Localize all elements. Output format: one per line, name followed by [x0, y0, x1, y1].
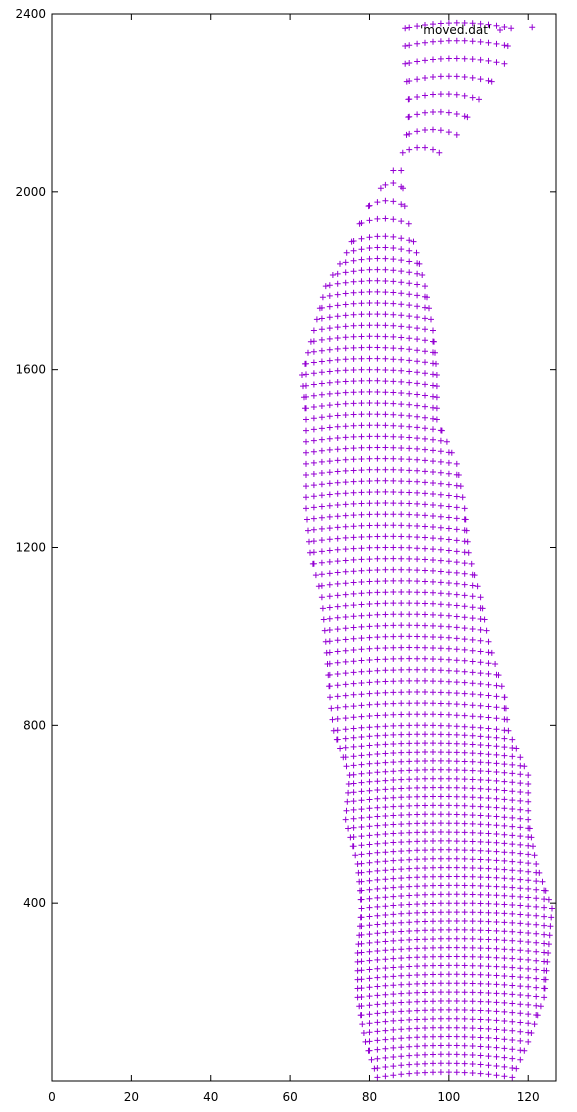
scatter-markers — [299, 19, 555, 1081]
y-tick-label: 1600 — [15, 363, 46, 377]
y-tick-label: 400 — [23, 896, 46, 910]
x-tick-label: 40 — [203, 1090, 218, 1104]
x-tick-label: 0 — [48, 1090, 56, 1104]
x-tick-label: 80 — [362, 1090, 377, 1104]
legend-marker — [497, 27, 503, 33]
legend: 'moved.dat' — [420, 23, 503, 37]
legend-label: 'moved.dat' — [420, 23, 491, 37]
axis-ticks: 0 20 40 60 80 100 120 400 800 1200 1600 2000 2400 — [15, 7, 556, 1104]
y-tick-label: 800 — [23, 718, 46, 732]
scatter-points — [299, 19, 555, 1081]
x-tick-label: 60 — [282, 1090, 297, 1104]
x-tick-label: 100 — [437, 1090, 460, 1104]
y-tick-label: 2000 — [15, 185, 46, 199]
y-tick-label: 2400 — [15, 7, 46, 21]
x-tick-label: 20 — [124, 1090, 139, 1104]
y-tick-label: 1200 — [15, 541, 46, 555]
x-tick-label: 120 — [517, 1090, 540, 1104]
plot-frame — [51, 13, 557, 1082]
